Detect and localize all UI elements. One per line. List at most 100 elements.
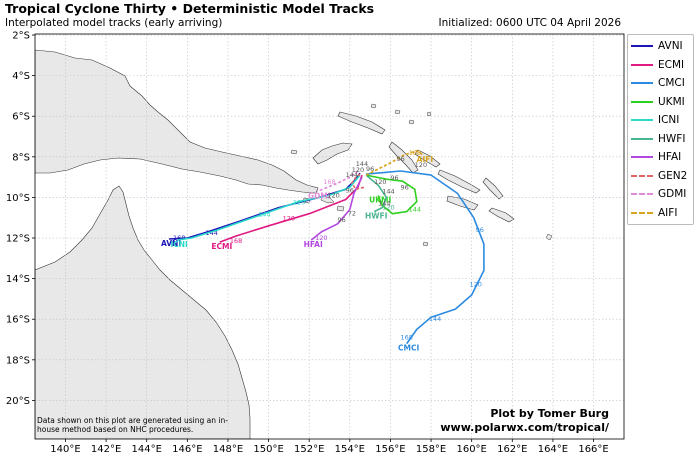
new-ireland-land <box>337 111 386 135</box>
track-gdmi: 168 GDMI <box>308 170 359 200</box>
track-end-label-ecmi: ECMI <box>211 242 232 251</box>
legend-label: GDMI <box>658 188 687 201</box>
lat-tick-label: 6°S <box>12 112 30 123</box>
model-tracks: 144168AVNI120168ECMI96120144168CMCI144UK… <box>161 149 485 353</box>
track-line-gdmi <box>317 170 359 193</box>
small-islands <box>290 103 553 247</box>
forecast-hour-label: 120 <box>315 234 327 242</box>
forecast-hour-label: 168 <box>409 149 421 157</box>
track-line-ukmi <box>365 174 418 215</box>
legend-swatch <box>631 193 653 196</box>
track-line-ecmi <box>219 174 363 243</box>
legend-label: CMCI <box>658 77 685 90</box>
axis-ticks: 140°E 142°E 144°E 146°E 148°E 150°E 152°E 154°E… <box>6 31 609 455</box>
forecast-hour-label: 96 <box>476 226 484 234</box>
lat-tick-label: 10°S <box>6 193 30 204</box>
lon-tick-label: 162°E <box>497 444 527 455</box>
lat-tick-label: 18°S <box>6 355 30 366</box>
solomon-makira-land <box>488 207 515 223</box>
legend-swatch <box>631 45 653 48</box>
legend-item-hfai: HFAI <box>628 148 693 167</box>
lon-tick-label: 158°E <box>416 444 446 455</box>
forecast-hour-label: 144 <box>382 187 394 195</box>
solomon-isabel-land <box>437 169 481 194</box>
legend-label: ICNI <box>658 114 680 127</box>
legend-label: ECMI <box>658 58 685 71</box>
legend-label: UKMI <box>658 95 685 108</box>
solomon-malaita-land <box>482 177 504 200</box>
lon-tick-label: 156°E <box>375 444 405 455</box>
lat-tick-label: 14°S <box>6 274 30 285</box>
lat-tick-label: 8°S <box>12 152 30 163</box>
lon-tick-label: 148°E <box>213 444 243 455</box>
graticule <box>35 34 624 439</box>
lon-tick-label: 150°E <box>253 444 283 455</box>
forecast-hour-label: 144 <box>258 211 270 219</box>
track-end-label-hwfi: HWFI <box>365 212 388 221</box>
forecast-hour-label: 120 <box>293 198 305 206</box>
legend-item-ecmi: ECMI <box>628 56 693 75</box>
legend: AVNI ECMI CMCI UKMI ICNI HWFI HFAI GEN2 GDMI AIFI <box>627 34 694 225</box>
track-line-hwfi <box>365 174 388 213</box>
track-end-label-ukmi: UKMI <box>369 195 391 204</box>
plot-frame <box>34 33 625 440</box>
lon-tick-label: 142°E <box>91 444 121 455</box>
lat-tick-label: 4°S <box>12 71 30 82</box>
track-line-cmci <box>366 170 485 345</box>
legend-swatch <box>631 63 653 66</box>
australia-land <box>35 185 251 439</box>
track-end-label-cmci: CMCI <box>398 344 419 353</box>
forecast-hour-label: 120 <box>470 281 482 289</box>
track-line-avni <box>168 172 361 240</box>
forecast-hour-label: 120 <box>415 161 427 169</box>
lon-tick-label: 160°E <box>456 444 486 455</box>
forecast-hour-label: 96 <box>401 183 409 191</box>
forecast-hour-label: 144 <box>429 315 441 323</box>
track-line-hfai <box>310 176 363 241</box>
legend-swatch <box>631 137 653 140</box>
track-end-label-avni: AVNI <box>161 239 181 248</box>
forecast-hour-label: 144 <box>356 160 368 168</box>
lat-tick-label: 20°S <box>6 396 30 407</box>
forecast-hour-label: 72 <box>348 210 356 218</box>
lat-tick-label: 16°S <box>6 315 30 326</box>
legend-swatch <box>631 156 653 159</box>
forecast-hour-label: 144 <box>409 206 421 214</box>
initialization-time: Initialized: 0600 UTC 04 April 2026 <box>438 17 621 29</box>
legend-item-avni: AVNI <box>628 37 693 56</box>
forecast-hour-label: 144 <box>378 200 390 208</box>
legend-swatch <box>631 119 653 122</box>
track-icni: 120 144 ICNI <box>170 174 361 249</box>
forecast-hour-label: 120 <box>283 215 295 223</box>
track-line-aifi <box>365 149 424 176</box>
forecast-hour-label: 168 <box>230 237 242 245</box>
track-gen2 <box>351 173 365 191</box>
forecast-hour-label: 168 <box>400 333 412 341</box>
legend-label: AVNI <box>658 40 683 53</box>
track-avni: 144 168 AVNI <box>161 172 361 248</box>
forecast-hour-label: 96 <box>396 155 404 163</box>
legend-item-icni: ICNI <box>628 111 693 130</box>
lon-tick-label: 154°E <box>335 444 365 455</box>
new-guinea-land <box>35 49 319 194</box>
forecast-hour-label: 120 <box>382 204 394 212</box>
track-end-label-icni: ICNI <box>170 240 188 249</box>
forecast-hour-label: 144 <box>205 229 217 237</box>
chart-subtitle: Interpolated model tracks (early arrivin… <box>5 17 223 29</box>
chart-title: Tropical Cyclone Thirty • Deterministic … <box>5 1 375 16</box>
track-end-label-gdmi: GDMI <box>308 191 331 200</box>
forecast-hour-label: 120 <box>327 191 339 199</box>
legend-item-gdmi: GDMI <box>628 185 693 204</box>
forecast-hour-label: 96 <box>366 165 374 173</box>
lat-tick-label: 12°S <box>6 234 30 245</box>
forecast-hour-label: 96 <box>346 186 354 194</box>
solomon-guadalcanal-land <box>446 195 479 211</box>
legend-label: HWFI <box>658 132 686 145</box>
credit-url[interactable]: www.polarwx.com/tropical/ <box>440 421 609 434</box>
